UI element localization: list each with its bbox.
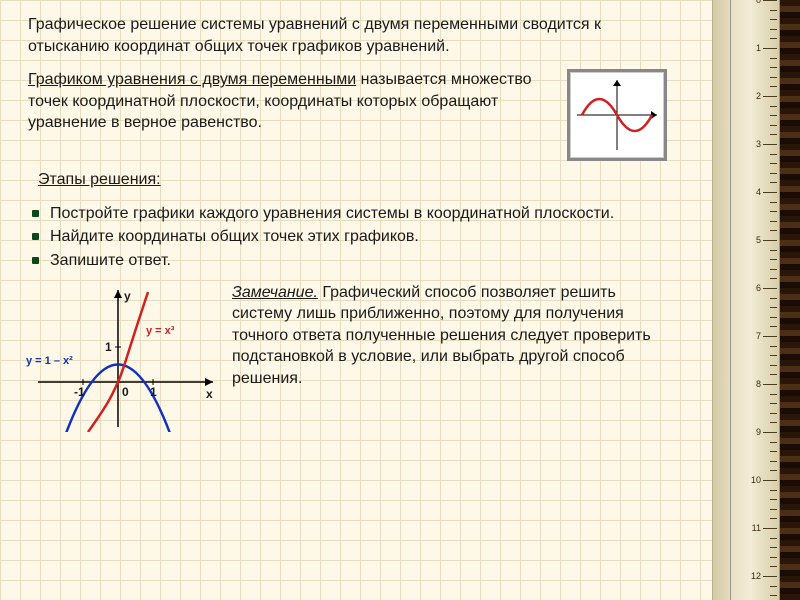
intro-paragraph: Графическое решение системы уравнений с …: [28, 14, 667, 57]
eq-parabola-label: y = 1 – x²: [26, 354, 73, 369]
y-axis-label: y: [124, 288, 131, 304]
x-1-tick: 1: [150, 384, 157, 400]
steps-list: Постройте графики каждого уравнения сист…: [28, 203, 667, 272]
note-label: Замечание.: [232, 284, 318, 301]
eq-cubic-label: y = x³: [146, 324, 174, 339]
x-axis-label: x: [206, 386, 213, 402]
ruler: 0123456789101112: [730, 0, 780, 600]
main-graph: y x 0 -1 1 1 y = 1 – x² y = x³: [28, 282, 218, 432]
steps-title: Этапы решения:: [38, 169, 667, 191]
note-paragraph: Замечание. Графический способ позволяет …: [232, 282, 667, 390]
definition-underlined: Графиком уравнения с двумя переменными: [28, 71, 356, 88]
ruler-strip: [712, 0, 730, 600]
x-neg1-tick: -1: [74, 384, 85, 400]
note-row: y x 0 -1 1 1 y = 1 – x² y = x³ Замечание…: [28, 282, 667, 432]
list-item: Найдите координаты общих точек этих граф…: [28, 226, 667, 248]
ruler-ticks: 0123456789101112: [731, 0, 779, 600]
book-binding: [780, 0, 800, 600]
definition-row: Графиком уравнения с двумя переменными н…: [28, 69, 667, 161]
sine-icon: [572, 75, 662, 155]
slide-content: Графическое решение системы уравнений с …: [0, 0, 685, 600]
steps-title-text: Этапы решения:: [38, 171, 161, 188]
y-1-tick: 1: [105, 339, 112, 355]
list-item: Постройте графики каждого уравнения сист…: [28, 203, 667, 225]
list-item: Запишите ответ.: [28, 250, 667, 272]
origin-label: 0: [122, 384, 129, 400]
definition-paragraph: Графиком уравнения с двумя переменными н…: [28, 69, 555, 134]
graph-thumbnail: [567, 69, 667, 161]
